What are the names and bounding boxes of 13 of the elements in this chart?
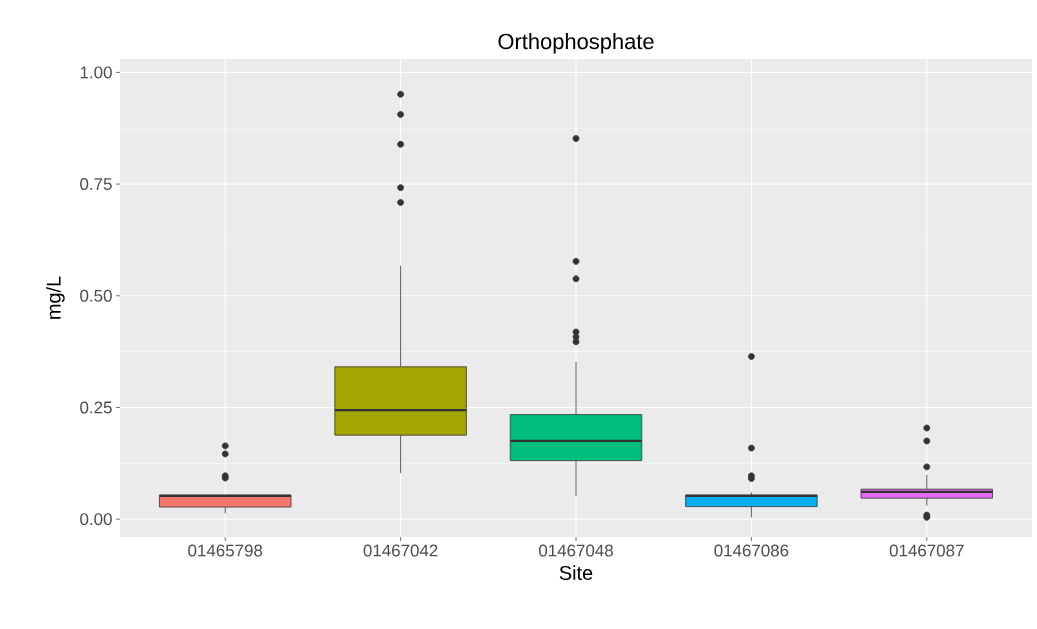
y-tick-label: 0.50 [80, 289, 112, 302]
x-tick-label: 01467086 [714, 544, 789, 557]
x-axis-title: Site [559, 565, 593, 580]
y-tick-label: 0.75 [80, 178, 112, 191]
x-tick-label: 01465798 [188, 544, 263, 557]
y-axis-title: mg/L [46, 276, 65, 319]
y-tick-label: 0.25 [80, 401, 112, 414]
y-tick-label: 0.00 [80, 513, 112, 526]
x-tick-label: 01467042 [363, 544, 438, 557]
chart-title: Orthophosphate [498, 33, 654, 54]
x-tick-label: 01467048 [538, 544, 613, 557]
x-tick-label: 01467087 [889, 544, 964, 557]
y-tick-label: 1.00 [80, 66, 112, 79]
